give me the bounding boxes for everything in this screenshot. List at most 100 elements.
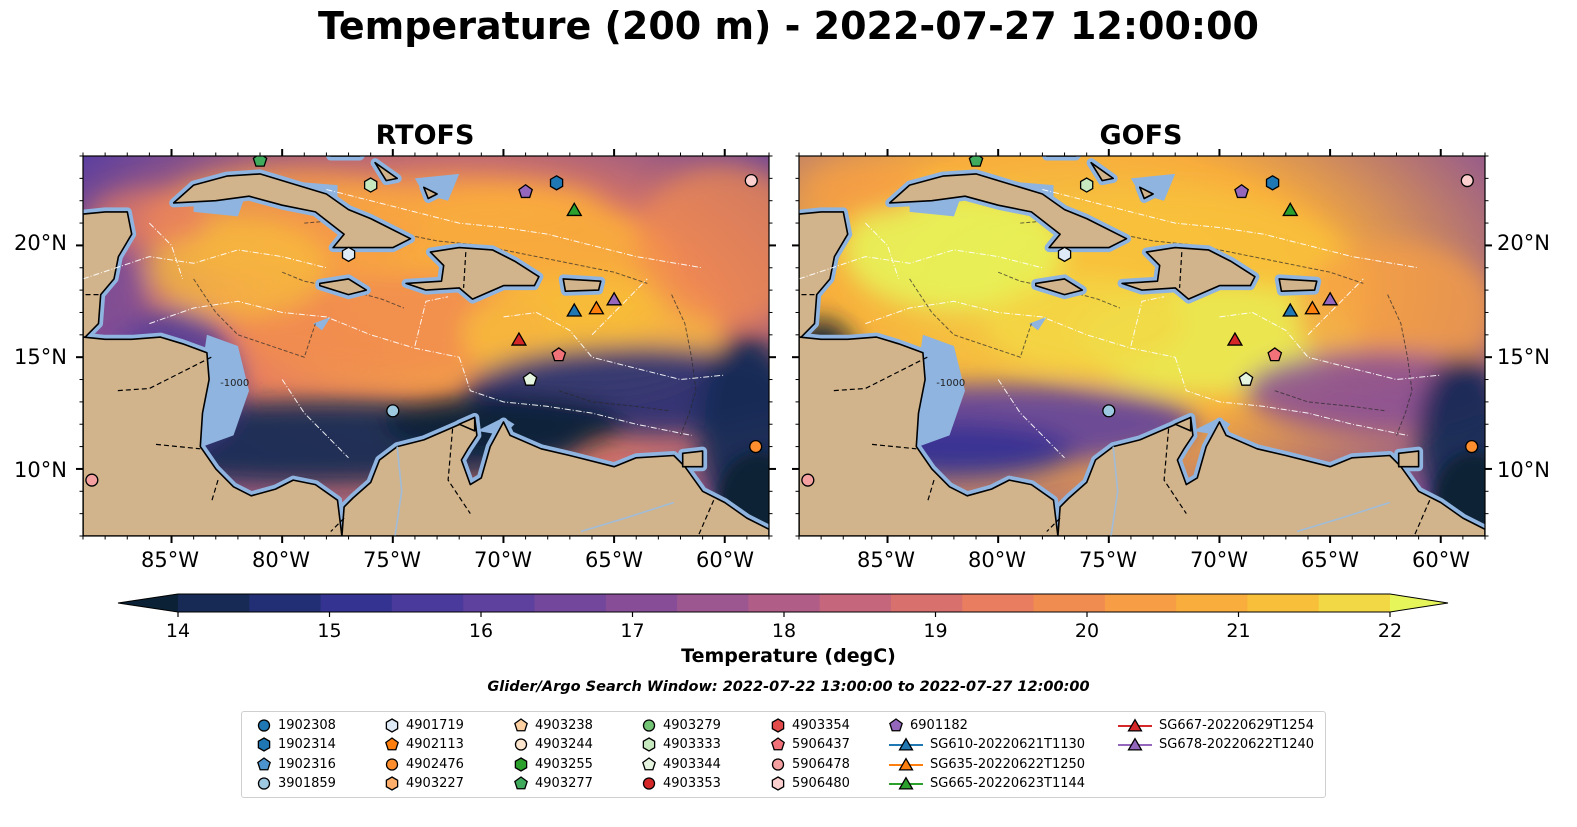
colorbar-extend-min (118, 594, 178, 612)
legend-item: 4903279 (641, 716, 721, 734)
land-trinidad (681, 450, 704, 468)
colorbar-bin (1318, 594, 1391, 612)
legend-item: 4903244 (513, 735, 593, 753)
marker-5906478 (85, 473, 99, 487)
land-bahamas3 (423, 186, 438, 200)
legend-label: 5906437 (792, 736, 850, 752)
legend-marker-icon (642, 737, 656, 752)
map-frame (82, 155, 770, 537)
marker-5906437 (1267, 347, 1283, 362)
lat-label: 20°N (1497, 231, 1550, 255)
land-bahamas1 (329, 156, 361, 157)
legend-label: 4903238 (535, 717, 593, 733)
lon-label: 80°W (968, 548, 1026, 572)
legend-marker-icon (514, 738, 528, 751)
lon-label: 70°W (1190, 548, 1248, 572)
marker-5906480 (1460, 173, 1474, 188)
legend-marker-icon (257, 777, 271, 790)
legend-item: SG635-20220622T1250 (888, 755, 1085, 773)
land-guajira_fix (458, 416, 476, 432)
marker-6901182 (1234, 183, 1250, 199)
colorbar-bin (605, 594, 678, 612)
legend-label: 4903353 (663, 775, 721, 791)
figure-title: Temperature (200 m) - 2022-07-27 12:00:0… (317, 4, 1259, 48)
legend-item: 4903277 (513, 774, 593, 792)
land-puerto_rico (1278, 278, 1318, 292)
colorbar-bin (1247, 594, 1320, 612)
legend-label: 4903333 (663, 736, 721, 752)
colorbar-bin (1104, 594, 1177, 612)
colorbar-tick-label: 20 (1074, 620, 1100, 642)
legend-item: SG610-20220621T1130 (888, 735, 1085, 753)
lon-label: 85°W (141, 548, 199, 572)
legend-item: 4903227 (384, 774, 464, 792)
legend-marker-icon (385, 718, 399, 733)
legend-item: SG678-20220622T1240 (1117, 735, 1314, 753)
legend-marker-icon (898, 757, 914, 771)
legend-marker-icon (385, 737, 399, 751)
colorbar-bin (962, 594, 1035, 612)
lon-label: 60°W (1412, 548, 1470, 572)
legend-item: 4903238 (513, 716, 593, 734)
legend-item: SG667-20220629T1254 (1117, 716, 1314, 734)
legend-marker-icon (642, 719, 656, 732)
legend-item: 6901182 (888, 716, 968, 734)
legend-marker-icon (1127, 718, 1143, 732)
legend-label: SG635-20220622T1250 (930, 756, 1086, 772)
colorbar-tick-label: 14 (165, 620, 191, 642)
colorbar-bin (249, 594, 322, 612)
colorbar-bin (534, 594, 607, 612)
legend-marker-icon (385, 776, 399, 791)
land-bahamas1 (1045, 156, 1077, 157)
legend-marker-icon (642, 757, 656, 771)
legend-item: 1902316 (256, 755, 336, 773)
land-guajira_fix (1174, 416, 1192, 432)
legend-label: SG665-20220623T1144 (930, 775, 1086, 791)
marker-5906437 (551, 347, 567, 362)
marker-SG667-20220629T1254 (1226, 331, 1244, 346)
colorbar-extend-max (1390, 594, 1448, 612)
legend-marker-icon (257, 737, 271, 752)
legend-label: 4903277 (535, 775, 593, 791)
marker-SG678-20220622T1240 (606, 291, 623, 306)
marker-4901719 (1057, 246, 1072, 263)
marker-SG635-20220622T1250 (588, 300, 605, 315)
land-puerto_rico (562, 278, 602, 292)
legend-marker-icon (514, 757, 528, 772)
legend-label: SG678-20220622T1240 (1159, 736, 1315, 752)
legend: 1902308 1902314 1902316 3901859 4901719 49021… (241, 711, 1326, 798)
legend-item: 4903354 (770, 716, 850, 734)
legend-marker-icon (889, 718, 903, 732)
legend-marker-icon (1127, 737, 1143, 751)
land-central_america (799, 336, 1059, 536)
land-cuba (172, 173, 412, 249)
gofs-map: -1000 (792, 149, 1492, 543)
land-trinidad (1397, 450, 1420, 468)
colorbar-bin (391, 594, 464, 612)
lat-label: 10°N (1497, 458, 1550, 482)
isobath-label: -1000 (220, 378, 249, 389)
legend-item: 4902476 (384, 755, 464, 773)
colorbar-tick-label: 21 (1226, 620, 1251, 642)
legend-label: 4903227 (406, 775, 464, 791)
colorbar-bin (1176, 594, 1249, 612)
marker-4902476 (749, 439, 763, 454)
legend-label: 1902308 (278, 717, 336, 733)
marker-SG678-20220622T1240 (1322, 291, 1339, 306)
colorbar (117, 593, 1449, 617)
legend-label: SG610-20220621T1130 (930, 736, 1086, 752)
marker-4903333 (1079, 177, 1094, 193)
legend-label: 6901182 (910, 717, 968, 733)
lon-label: 75°W (363, 548, 421, 572)
isobath-label: -1000 (936, 378, 965, 389)
legend-item: 5906480 (770, 774, 850, 792)
marker-SG665-20220623T1144 (1282, 202, 1299, 217)
land-bahamas2 (1090, 161, 1114, 182)
land-yucatan (799, 211, 849, 338)
legend-marker-icon (257, 757, 271, 771)
land-yucatan (83, 211, 133, 338)
legend-item: SG665-20220623T1144 (888, 774, 1085, 792)
legend-item: 4903353 (641, 774, 721, 792)
legend-item: 4903333 (641, 735, 721, 753)
colorbar-bin (819, 594, 892, 612)
